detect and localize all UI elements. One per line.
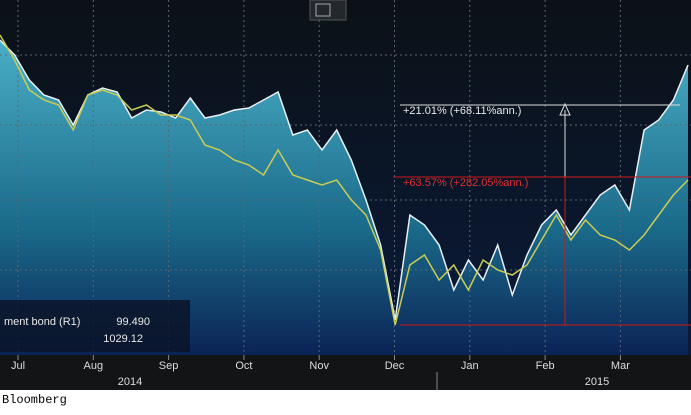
x-tick-label: Jul xyxy=(11,360,25,372)
x-tick-label: Mar xyxy=(611,360,630,372)
grid xyxy=(0,54,691,271)
x-tick-label: Dec xyxy=(385,360,405,372)
x-tick-label: Feb xyxy=(536,360,555,372)
x-tick-label: Nov xyxy=(309,360,329,372)
year-label: 2014 xyxy=(118,376,142,388)
year-label: 2015 xyxy=(585,376,609,388)
legend-label: ment bond (R1) xyxy=(4,316,80,328)
chart-type-button[interactable] xyxy=(309,0,347,21)
annotation: +21.01% (+68.11%ann.) xyxy=(403,105,521,117)
x-tick-label: Jan xyxy=(461,360,479,372)
x-axis-band xyxy=(0,355,691,390)
legend-value: 99.490 xyxy=(116,316,150,328)
x-tick-label: Aug xyxy=(84,360,104,372)
line xyxy=(0,39,689,321)
x-tick-label: Sep xyxy=(159,360,179,372)
source: Bloomberg xyxy=(2,393,67,407)
x-tick-label: Oct xyxy=(235,360,252,372)
annotation: +63.57% (+282.05%ann.) xyxy=(403,177,528,189)
area xyxy=(0,40,688,355)
icon xyxy=(315,3,331,17)
line xyxy=(0,34,689,326)
annotation-lines xyxy=(393,102,691,326)
legend-box xyxy=(0,300,190,352)
legend-value: 1029.12 xyxy=(103,333,143,345)
